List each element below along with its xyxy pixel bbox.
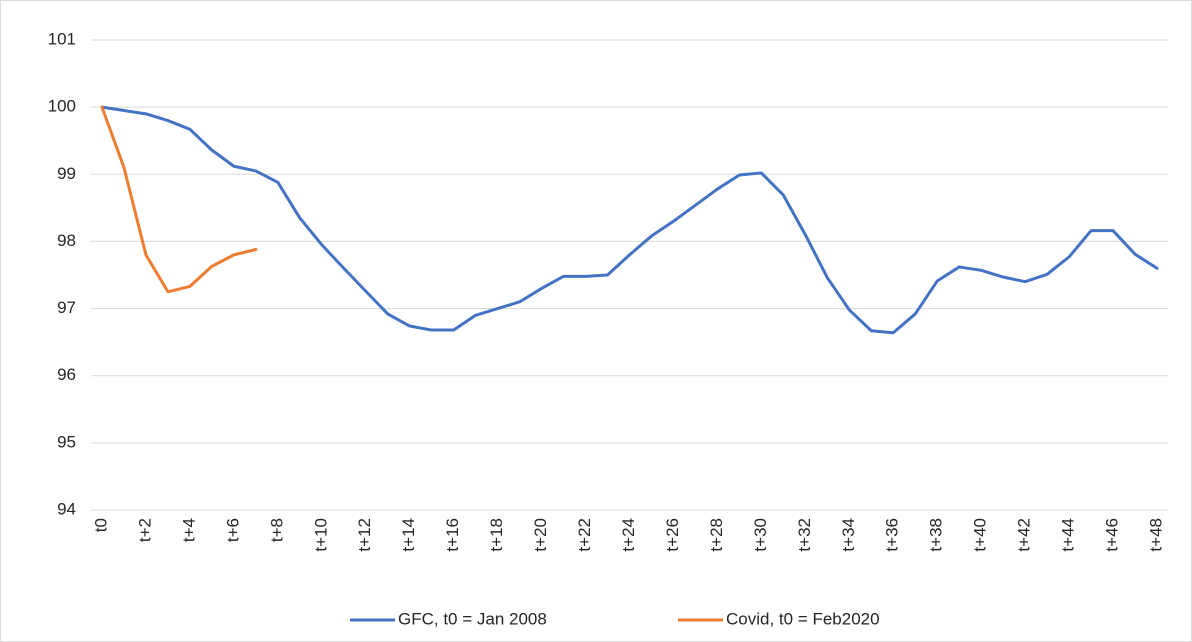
x-tick-label: t+16: [443, 518, 462, 552]
y-tick-label: 97: [57, 298, 76, 317]
x-tick-label: t+20: [531, 518, 550, 552]
y-tick-label: 95: [57, 432, 76, 451]
x-tick-label: t+34: [839, 518, 858, 552]
x-tick-label: t+30: [751, 518, 770, 552]
x-tick-label: t+42: [1015, 518, 1034, 552]
series-line: [100, 105, 1159, 335]
x-tick-label: t+4: [179, 518, 198, 542]
x-tick-label: t+24: [619, 518, 638, 552]
x-tick-label: t+40: [971, 518, 990, 552]
y-tick-label: 100: [48, 97, 76, 116]
x-tick-label: t+8: [267, 518, 286, 542]
y-tick-label: 98: [57, 231, 76, 250]
x-tick-label: t+28: [707, 518, 726, 552]
x-tick-label: t+44: [1059, 518, 1078, 552]
x-tick-label: t+32: [795, 518, 814, 552]
x-tick-label: t+12: [355, 518, 374, 552]
x-tick-label: t+10: [311, 518, 330, 552]
y-tick-label: 99: [57, 164, 76, 183]
legend-label: Covid, t0 = Feb2020: [726, 609, 880, 628]
x-tick-label: t+46: [1103, 518, 1122, 552]
x-tick-label: t+14: [399, 518, 418, 552]
legend-label: GFC, t0 = Jan 2008: [398, 609, 547, 628]
series-line: [100, 105, 258, 294]
y-tick-label: 96: [57, 365, 76, 384]
x-tick-label: t+48: [1146, 518, 1165, 552]
x-tick-label: t+18: [487, 518, 506, 552]
x-tick-label: t0: [91, 518, 110, 532]
x-tick-label: t+22: [575, 518, 594, 552]
x-tick-label: t+2: [135, 518, 154, 542]
y-tick-label: 101: [48, 29, 76, 48]
x-tick-label: t+36: [883, 518, 902, 552]
y-tick-label: 94: [57, 499, 76, 518]
x-tick-label: t+6: [223, 518, 242, 542]
x-tick-label: t+38: [927, 518, 946, 552]
x-tick-label: t+26: [663, 518, 682, 552]
